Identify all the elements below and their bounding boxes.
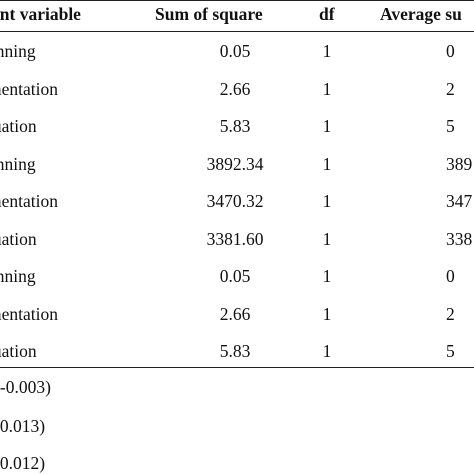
- cell-df: 1: [322, 266, 332, 286]
- table-row: luation 5.83 1 5: [0, 115, 474, 151]
- cell-variable: luation: [0, 228, 37, 249]
- table-row: mentation 3470.32 1 347: [0, 190, 474, 226]
- table-row: mentation 2.66 1 2: [0, 303, 474, 339]
- cell-sum-of-square: 3470.32: [206, 191, 264, 211]
- table-row: anning 0.05 1 0: [0, 265, 474, 301]
- cell-sum-of-square: 3381.60: [206, 228, 264, 249]
- cell-df: 1: [322, 153, 332, 174]
- cell-average: 2: [446, 78, 455, 99]
- cell-average: 389: [446, 153, 473, 174]
- header-df: df: [319, 4, 335, 24]
- cell-variable: luation: [0, 341, 37, 361]
- cell-variable: anning: [0, 266, 36, 286]
- cell-variable: luation: [0, 116, 37, 136]
- cell-sum-of-square: 5.83: [219, 341, 251, 361]
- cell-sum-of-square: 2.66: [219, 78, 251, 99]
- table-row: anning 3892.34 1 389: [0, 153, 474, 189]
- cell-average: 2: [446, 303, 455, 324]
- cell-variable: mentation: [0, 191, 58, 211]
- cell-df: 1: [322, 228, 332, 249]
- cell-variable: anning: [0, 153, 36, 174]
- header-dependent-variable: ent variable: [0, 4, 81, 24]
- table-row: luation 3381.60 1 338: [0, 228, 474, 264]
- table-top-rule: [0, 0, 474, 1]
- cell-sum-of-square: 3892.34: [206, 153, 264, 174]
- cell-df: 1: [322, 341, 332, 361]
- cell-sum-of-square: 0.05: [219, 266, 251, 286]
- cell-average: 0: [446, 41, 455, 61]
- cell-sum-of-square: 2.66: [219, 303, 251, 324]
- table-row: luation 5.83 1 5: [0, 340, 474, 376]
- header-sum-of-square: Sum of square: [155, 4, 263, 24]
- cell-average: 338: [446, 228, 473, 249]
- cell-sum-of-square: 0.05: [219, 41, 251, 61]
- cell-df: 1: [322, 41, 332, 61]
- cell-df: 1: [322, 191, 332, 211]
- cell-variable: anning: [0, 41, 36, 61]
- footnote-3: =0.012): [0, 453, 46, 473]
- cell-average: 5: [446, 341, 455, 361]
- cell-average: 347: [446, 191, 473, 211]
- footnote-2: =0.013): [0, 416, 46, 436]
- header-average-square: Average su: [380, 4, 462, 24]
- cell-df: 1: [322, 303, 332, 324]
- cell-df: 1: [322, 78, 332, 99]
- cell-average: 5: [446, 116, 455, 136]
- cell-df: 1: [322, 116, 332, 136]
- footnote-1: =-0.003): [0, 377, 51, 397]
- table-row: mentation 2.66 1 2: [0, 78, 474, 114]
- cell-variable: mentation: [0, 78, 58, 99]
- table-bottom-rule: [0, 367, 474, 368]
- table-row: anning 0.05 1 0: [0, 40, 474, 76]
- cell-variable: mentation: [0, 303, 58, 324]
- cell-average: 0: [446, 266, 455, 286]
- header-rule: [0, 31, 474, 32]
- cell-sum-of-square: 5.83: [219, 116, 251, 136]
